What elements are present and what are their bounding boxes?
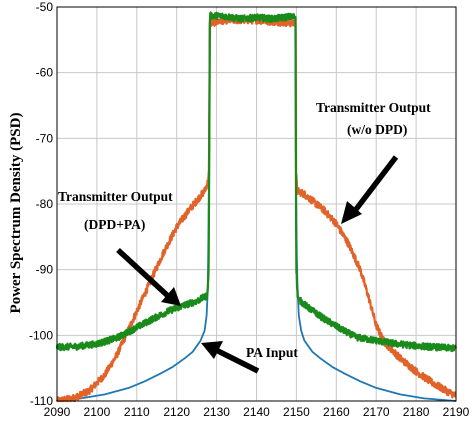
x-tick-label: 2150 (283, 405, 310, 419)
series-dpd-pa-line (55, 11, 458, 353)
x-tick-label: 2160 (323, 405, 350, 419)
x-tick-label: 2170 (363, 405, 390, 419)
x-tick-label: 2110 (124, 405, 150, 419)
annotation-tx-dpd-line1: Transmitter Output (58, 189, 173, 204)
annotation-pa-input: PA Input (246, 345, 298, 360)
tick-labels: 2090 2100 2110 2120 2130 2140 2150 2160 2170 2180… (29, 0, 470, 419)
x-tick-label: 2100 (84, 405, 111, 419)
y-tick-label: -100 (29, 328, 53, 342)
x-tick-label: 2190 (443, 405, 470, 419)
x-tick-label: 2120 (163, 405, 190, 419)
x-tick-label: 2090 (44, 405, 71, 419)
annotation-tx-no-dpd-line1: Transmitter Output (316, 100, 431, 115)
y-axis-label: Power Spectrum Density (PSD) (8, 113, 24, 314)
arrow-tx-no-dpd (341, 155, 399, 224)
annotation-tx-dpd-line2: (DPD+PA) (84, 217, 145, 232)
y-tick-label: -80 (36, 197, 54, 211)
y-tick-label: -60 (36, 66, 54, 80)
x-tick-label: 2180 (403, 405, 430, 419)
y-tick-label: -70 (36, 131, 54, 145)
arrow-pa-input (201, 341, 260, 374)
x-tick-label: 2140 (243, 405, 270, 419)
y-tick-label: -110 (30, 394, 53, 408)
series-layer (55, 11, 458, 403)
plot-frame (56, 6, 457, 402)
x-tick-label: 2130 (203, 405, 230, 419)
y-tick-label: -50 (36, 0, 54, 14)
arrow-tx-dpd (116, 247, 181, 306)
annotation-tx-no-dpd-line2: (w/o DPD) (347, 122, 407, 137)
y-tick-label: -90 (36, 263, 54, 277)
